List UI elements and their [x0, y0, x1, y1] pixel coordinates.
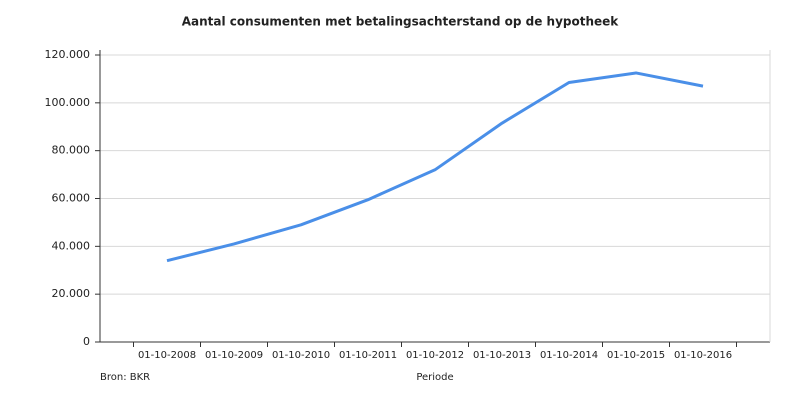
- y-tick-label: 20.000: [52, 287, 91, 300]
- y-tick-label: 40.000: [52, 239, 91, 252]
- x-tick-label: 01-10-2015: [607, 350, 665, 361]
- x-tick-label: 01-10-2009: [205, 350, 263, 361]
- y-tick-label: 80.000: [52, 144, 91, 157]
- y-tick-label: 0: [83, 335, 90, 348]
- x-tick-label: 01-10-2012: [406, 350, 464, 361]
- x-tick-label: 01-10-2011: [339, 350, 397, 361]
- y-tick-label: 60.000: [52, 192, 91, 205]
- x-axis-label: Periode: [416, 372, 453, 383]
- x-tick-label: 01-10-2008: [138, 350, 196, 361]
- y-tick-label: 100.000: [45, 96, 91, 109]
- y-tick-label: 120.000: [45, 48, 91, 61]
- chart-title: Aantal consumenten met betalingsachterst…: [182, 15, 620, 29]
- x-tick-label: 01-10-2016: [674, 350, 732, 361]
- x-tick-label: 01-10-2014: [540, 350, 598, 361]
- x-tick-label: 01-10-2010: [272, 350, 330, 361]
- x-tick-label: 01-10-2013: [473, 350, 531, 361]
- source-note: Bron: BKR: [100, 372, 150, 383]
- data-line: [166, 71, 704, 263]
